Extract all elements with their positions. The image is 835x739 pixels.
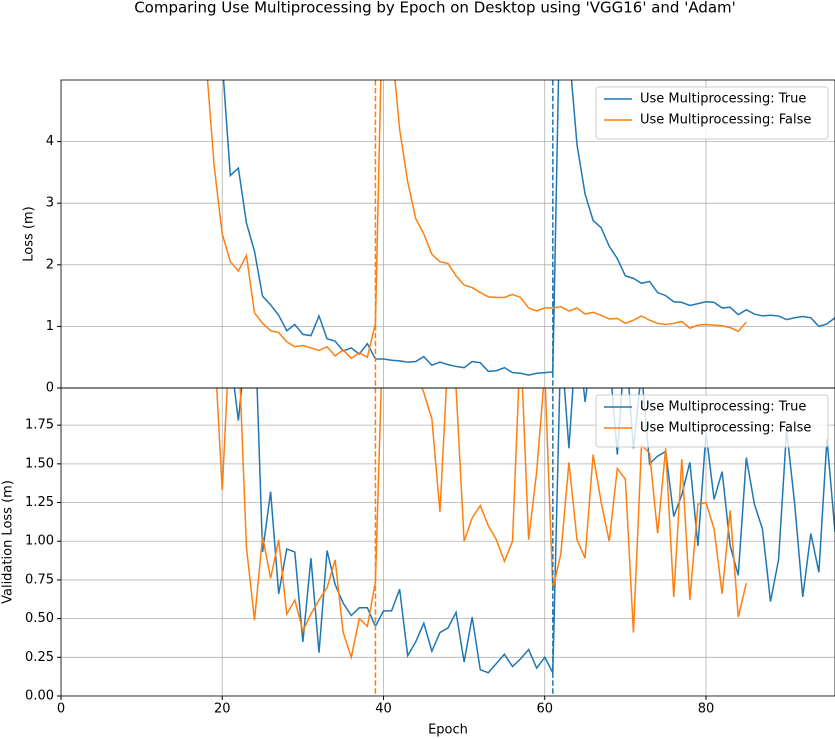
legend-label: Use Multiprocessing: True — [640, 92, 806, 107]
y-tick-label: 1.25 — [25, 495, 54, 510]
series-line — [216, 388, 748, 661]
y-tick-label: 0.25 — [25, 650, 54, 665]
y-tick-label: 1.75 — [25, 418, 54, 433]
y-tick-label: 2 — [46, 257, 54, 272]
y-tick-label: 0.75 — [25, 572, 54, 587]
y-tick-label: 1.00 — [25, 534, 54, 549]
x-axis-label: Epoch — [428, 723, 468, 738]
x-tick-label: 40 — [375, 702, 392, 717]
plot-area — [61, 80, 835, 388]
legend-label: Use Multiprocessing: False — [640, 113, 811, 128]
y-axis-label: Loss (m) — [22, 206, 37, 261]
y-tick-label: 1.50 — [25, 456, 54, 471]
y-tick-label: 0.50 — [25, 611, 54, 626]
x-tick-label: 0 — [57, 702, 65, 717]
axes-frame — [60, 387, 835, 697]
legend-label: Use Multiprocessing: True — [640, 400, 806, 415]
y-tick-label: 1 — [46, 319, 54, 334]
series-line — [222, 80, 835, 376]
y-tick-label: 4 — [46, 134, 54, 149]
x-tick-label: 60 — [536, 702, 553, 717]
chart-title: Comparing Use Multiprocessing by Epoch o… — [134, 0, 736, 17]
x-tick-label: 20 — [214, 702, 231, 717]
y-tick-label: 0.00 — [25, 689, 54, 704]
x-tick-label: 80 — [698, 702, 715, 717]
series-line — [206, 80, 747, 360]
legend-box — [595, 86, 829, 140]
legend-label: Use Multiprocessing: False — [640, 421, 811, 436]
plot-area — [61, 388, 835, 696]
y-tick-label: 3 — [46, 196, 54, 211]
legend-box — [595, 394, 829, 448]
y-axis-label: Validation Loss (m) — [1, 480, 16, 604]
y-tick-label: 0 — [46, 381, 54, 396]
